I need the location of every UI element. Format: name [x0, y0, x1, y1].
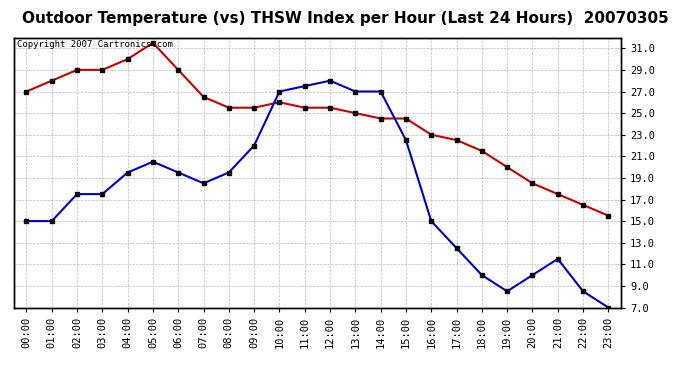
Text: Outdoor Temperature (vs) THSW Index per Hour (Last 24 Hours)  20070305: Outdoor Temperature (vs) THSW Index per …	[21, 11, 669, 26]
Text: Copyright 2007 Cartronics.com: Copyright 2007 Cartronics.com	[17, 40, 172, 49]
